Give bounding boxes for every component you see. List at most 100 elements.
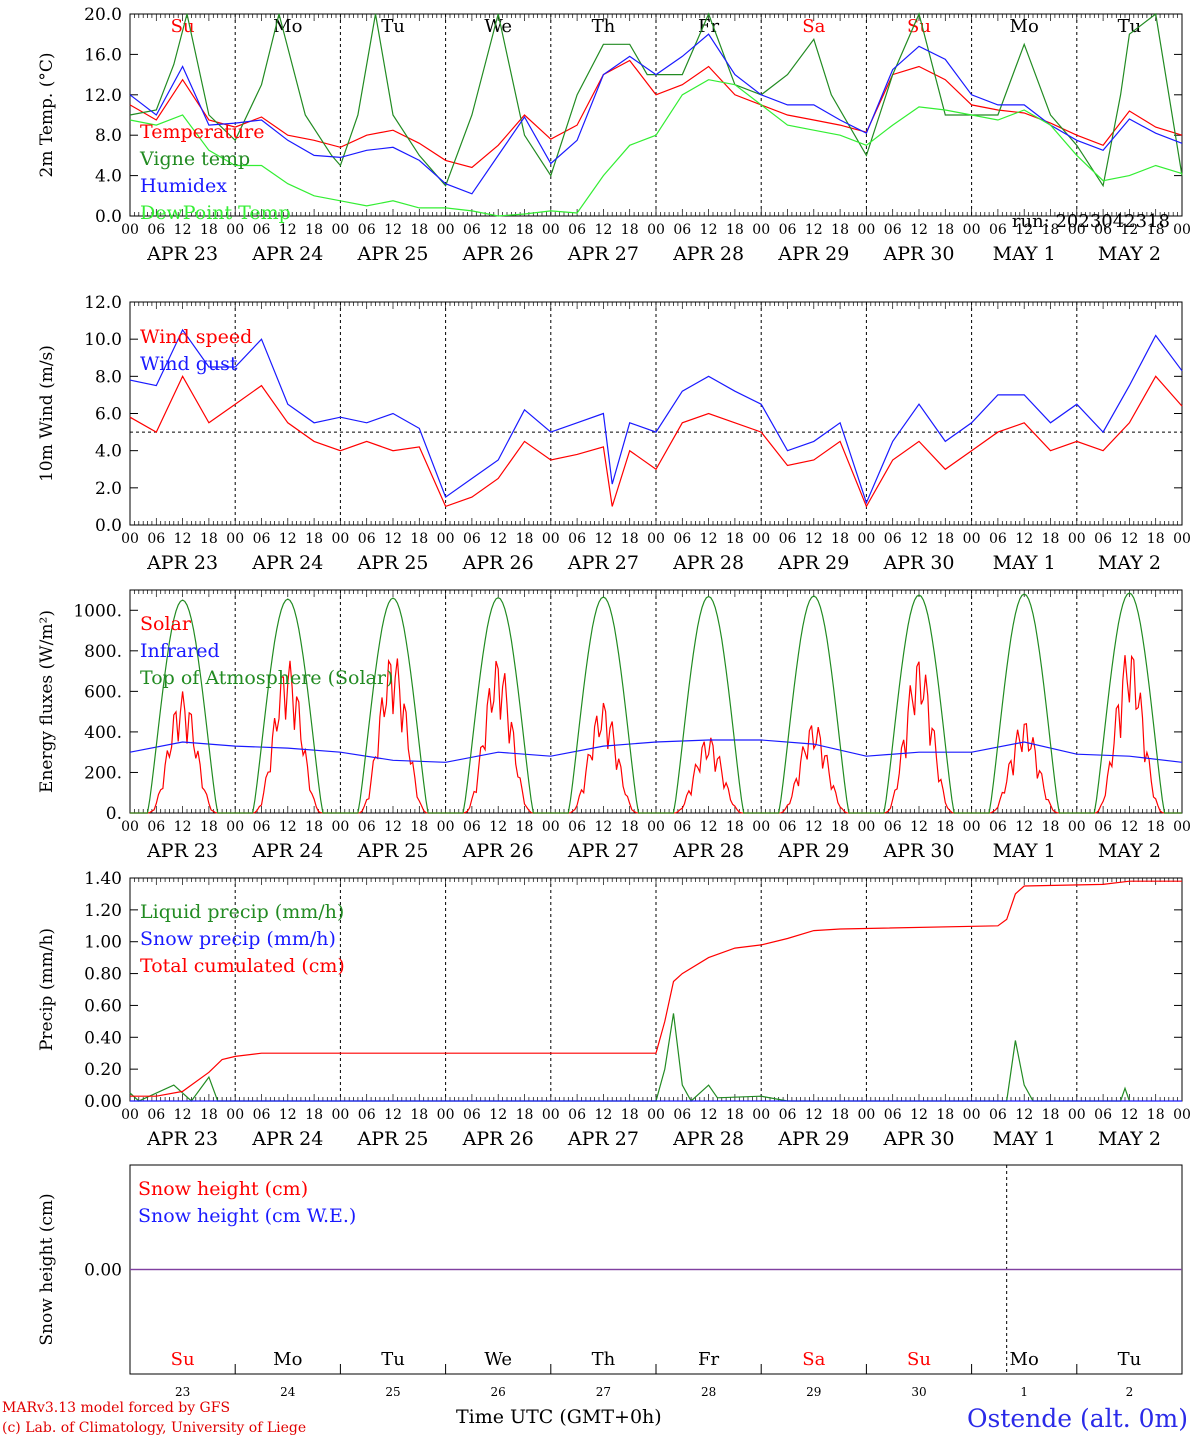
hour-tick-label: 06 xyxy=(147,531,165,547)
hour-tick-label: 06 xyxy=(147,222,165,238)
y-tick-label: 16.0 xyxy=(84,45,122,65)
hour-tick-label: 06 xyxy=(989,819,1007,835)
hour-tick-label: 06 xyxy=(1094,819,1112,835)
date-label: APR 26 xyxy=(462,840,534,862)
hour-tick-label: 00 xyxy=(647,222,665,238)
hour-tick-label: 00 xyxy=(963,222,981,238)
hour-tick-label: 06 xyxy=(779,531,797,547)
date-label: APR 24 xyxy=(251,552,323,574)
hour-tick-label: 00 xyxy=(121,531,139,547)
y-tick-label: 20.0 xyxy=(84,5,122,25)
model-credit: MARv3.13 model forced by GFS xyxy=(2,1400,231,1416)
date-label: MAY 2 xyxy=(1098,552,1161,574)
day-number-label: 24 xyxy=(280,1385,296,1399)
series-line-dewpoint-temp xyxy=(129,79,1183,217)
hour-tick-label: 06 xyxy=(884,1107,902,1123)
hour-tick-label: 18 xyxy=(305,531,323,547)
date-label: APR 28 xyxy=(672,552,744,574)
y-tick-label: 4.0 xyxy=(95,167,122,187)
hour-tick-label: 12 xyxy=(174,222,192,238)
hour-tick-label: 06 xyxy=(568,819,586,835)
date-label: APR 25 xyxy=(356,1128,428,1150)
hour-tick-label: 18 xyxy=(621,1107,639,1123)
time-ticks xyxy=(129,878,1183,1101)
date-label: APR 26 xyxy=(462,552,534,574)
legend-entry: Temperature xyxy=(140,121,264,143)
weekday-label: Mo xyxy=(1010,1349,1039,1370)
series-group xyxy=(129,592,1183,814)
date-label: APR 30 xyxy=(882,1128,954,1150)
hour-tick-label: 12 xyxy=(1120,222,1138,238)
hour-tick-label: 18 xyxy=(305,819,323,835)
hour-tick-label: 18 xyxy=(410,819,428,835)
date-label: APR 23 xyxy=(146,243,218,265)
hour-tick-label: 12 xyxy=(805,222,823,238)
series-line-wind-gust xyxy=(129,328,1183,505)
weekday-label: We xyxy=(484,16,512,37)
hour-tick-label: 18 xyxy=(621,819,639,835)
weekday-label: Tu xyxy=(1118,16,1142,37)
date-label: APR 30 xyxy=(882,243,954,265)
day-number-label: 23 xyxy=(175,1385,190,1399)
hour-tick-label: 06 xyxy=(253,531,271,547)
hour-tick-label: 12 xyxy=(279,1107,297,1123)
time-ticks xyxy=(129,14,1183,216)
legend-entry: Solar xyxy=(140,613,192,635)
hour-tick-label: 18 xyxy=(936,1107,954,1123)
hour-tick-label: 12 xyxy=(594,222,612,238)
hour-tick-label: 18 xyxy=(516,531,534,547)
hour-tick-label: 00 xyxy=(121,1107,139,1123)
day-number-label: 28 xyxy=(701,1385,716,1399)
series-line-liquid-precip-mm-h- xyxy=(129,1013,1130,1102)
y-tick-label: 0.0 xyxy=(95,516,122,536)
date-label: MAY 1 xyxy=(993,1128,1056,1150)
hour-tick-label: 00 xyxy=(437,1107,455,1123)
legend-entry: Wind speed xyxy=(140,326,252,348)
hour-tick-label: 06 xyxy=(989,531,1007,547)
hour-tick-label: 18 xyxy=(936,531,954,547)
hour-tick-label: 18 xyxy=(726,222,744,238)
hour-tick-label: 00 xyxy=(752,531,770,547)
date-label: APR 23 xyxy=(146,1128,218,1150)
date-label: APR 24 xyxy=(251,1128,323,1150)
hour-tick-label: 06 xyxy=(884,819,902,835)
date-label: APR 30 xyxy=(882,552,954,574)
date-label: APR 26 xyxy=(462,243,534,265)
y-tick-label: 10.0 xyxy=(84,330,122,350)
hour-tick-label: 00 xyxy=(647,819,665,835)
y-axis-label: 10m Wind (m/s) xyxy=(37,345,57,482)
hour-tick-label: 12 xyxy=(594,1107,612,1123)
hour-tick-label: 00 xyxy=(752,222,770,238)
y-tick-label: 8.0 xyxy=(95,367,122,387)
hour-tick-label: 18 xyxy=(621,222,639,238)
hour-tick-label: 06 xyxy=(253,819,271,835)
hour-tick-label: 00 xyxy=(121,222,139,238)
hour-tick-label: 06 xyxy=(463,531,481,547)
hour-tick-label: 12 xyxy=(805,531,823,547)
weekday-label: Su xyxy=(907,16,931,37)
y-tick-label: 0.20 xyxy=(84,1060,122,1080)
hour-tick-label: 18 xyxy=(516,819,534,835)
hour-tick-label: 06 xyxy=(779,819,797,835)
hour-tick-label: 06 xyxy=(673,222,691,238)
date-label: MAY 2 xyxy=(1098,243,1161,265)
y-tick-label: 6.0 xyxy=(95,405,122,425)
date-label: APR 27 xyxy=(567,840,639,862)
hour-tick-label: 06 xyxy=(463,819,481,835)
hour-tick-label: 12 xyxy=(1120,1107,1138,1123)
y-axis-label: 2m Temp. (°C) xyxy=(37,52,57,177)
hour-tick-label: 06 xyxy=(989,222,1007,238)
hour-tick-label: 12 xyxy=(805,819,823,835)
hour-tick-label: 12 xyxy=(1120,819,1138,835)
hour-tick-label: 06 xyxy=(884,531,902,547)
date-label: APR 29 xyxy=(777,1128,849,1150)
hour-tick-label: 18 xyxy=(936,819,954,835)
hour-tick-label: 12 xyxy=(174,819,192,835)
time-axis-label: Time UTC (GMT+0h) xyxy=(456,1406,662,1428)
date-label: APR 28 xyxy=(672,1128,744,1150)
weekday-label: Mo xyxy=(273,1349,302,1370)
hour-tick-label: 12 xyxy=(700,531,718,547)
weekday-label: Su xyxy=(907,1349,931,1370)
y-axis-label: Energy fluxes (W/m²) xyxy=(37,610,57,793)
